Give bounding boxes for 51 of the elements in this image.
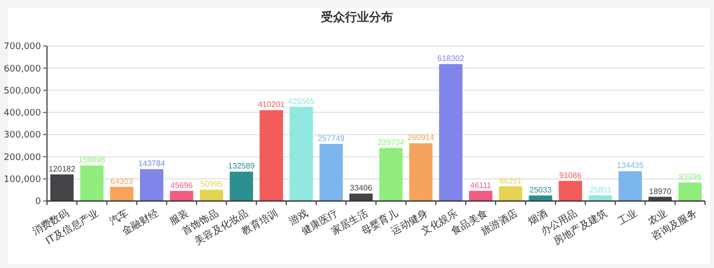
bar [80,166,104,201]
data-label: 120182 [48,164,76,174]
data-label: 45696 [170,180,194,190]
bar [439,64,462,201]
data-label: 410201 [258,100,286,110]
bar [379,148,403,201]
bar [170,190,194,201]
data-label: 83399 [678,172,702,182]
bar [260,110,283,201]
bar [200,190,224,201]
y-tick-label: 300,000 [4,130,42,141]
y-tick-label: 500,000 [4,86,42,96]
data-label: 91086 [559,170,582,180]
bar [678,182,702,201]
data-label: 64303 [110,176,134,186]
bar [469,190,492,201]
bar [50,174,74,201]
y-tick-label: 200,000 [4,152,42,163]
data-label: 134435 [616,161,644,170]
data-label: 25033 [529,185,552,194]
y-tick-label: 600,000 [4,64,42,74]
chart-title: 受众行业分布 [320,10,393,24]
bar [498,186,522,201]
data-label: 18970 [649,186,672,196]
y-tick-label: 0 [35,197,42,208]
data-label: 66251 [499,176,522,186]
data-label: 239734 [378,138,405,147]
data-label: 46111 [470,180,492,190]
bar [110,186,134,201]
bar [558,180,582,201]
data-label: 159898 [78,156,106,165]
bar [409,143,433,201]
bar [290,106,313,201]
data-label: 25801 [589,185,612,194]
bar [319,144,343,201]
y-tick-label: 400,000 [4,108,42,119]
bar [230,172,254,201]
x-tick-label: 工业 [616,207,640,228]
y-tick-label: 100,000 [4,175,42,186]
data-label: 50995 [200,180,224,189]
bar [618,171,642,201]
y-tick-label: 700,000 [4,42,42,52]
data-label: 618302 [437,54,465,64]
data-label: 33406 [350,184,373,193]
data-label: 425565 [288,96,316,106]
bar [140,169,164,201]
data-label: 132589 [228,162,256,171]
data-label: 257749 [318,134,346,143]
bar [349,194,373,201]
data-label: 260914 [408,133,435,142]
data-label: 143784 [138,159,166,168]
